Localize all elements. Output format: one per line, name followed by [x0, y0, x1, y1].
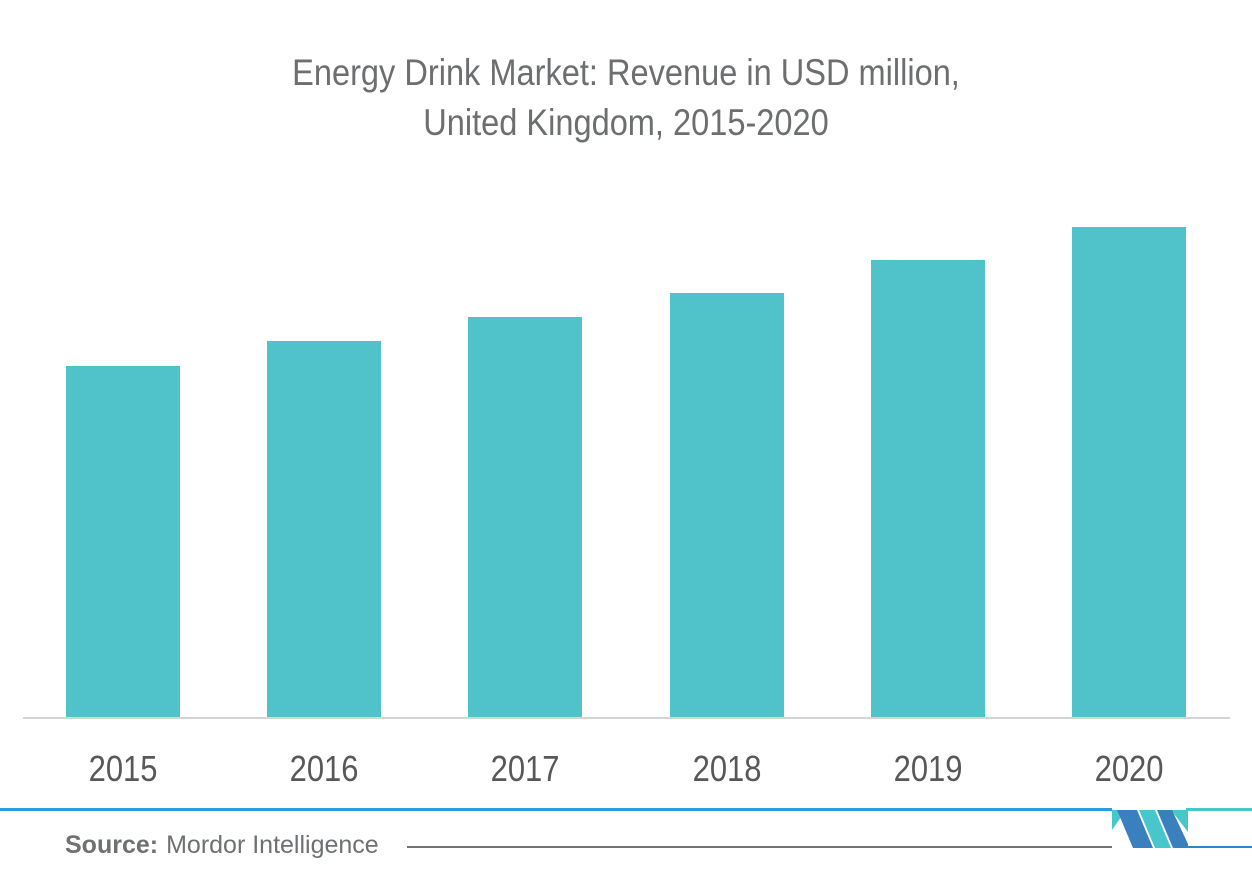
x-axis-label-2018: 2018	[692, 748, 762, 789]
x-axis-label-2017: 2017	[490, 748, 560, 789]
x-axis-label-2015: 2015	[88, 748, 158, 789]
chart-title-line1: Energy Drink Market: Revenue in USD mill…	[292, 52, 960, 93]
chart-title-line2: United Kingdom, 2015-2020	[423, 102, 829, 143]
x-axis-label-2020: 2020	[1094, 748, 1164, 789]
source-divider-line	[407, 846, 1112, 848]
x-axis-label-2016: 2016	[289, 748, 359, 789]
bar-2015	[66, 366, 180, 717]
source-line: Source: Mordor Intelligence	[65, 831, 379, 860]
bar-2016	[267, 341, 382, 717]
footer-top-rule-teal	[1186, 808, 1252, 811]
chart-title: Energy Drink Market: Revenue in USD mill…	[0, 48, 1252, 148]
footer-bottom-rule-blue	[1188, 846, 1252, 848]
bar-2018	[669, 293, 784, 717]
logo-blue-band-2	[1157, 810, 1188, 848]
footer-top-rule-blue	[0, 808, 1112, 811]
bar-2019	[870, 260, 985, 717]
bar-2017	[468, 317, 583, 717]
logo-blue-band-1	[1117, 810, 1153, 848]
source-label: Source:	[65, 831, 159, 859]
x-axis-line	[23, 717, 1230, 719]
source-value: Mordor Intelligence	[166, 831, 379, 859]
bar-2020	[1072, 227, 1186, 717]
logo-teal-right-triangle	[1171, 810, 1188, 832]
x-axis-label-2019: 2019	[893, 748, 963, 789]
logo-teal-band	[1139, 810, 1171, 848]
mordor-intelligence-logo-icon	[1112, 810, 1188, 848]
